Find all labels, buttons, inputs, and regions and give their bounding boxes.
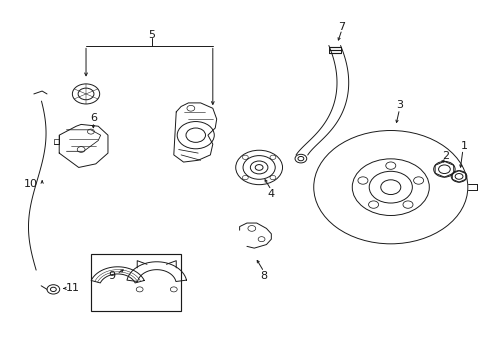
Text: 4: 4	[267, 189, 274, 199]
Text: 8: 8	[260, 271, 267, 281]
Text: 3: 3	[395, 100, 402, 111]
Text: 6: 6	[90, 113, 97, 123]
Text: 10: 10	[24, 179, 38, 189]
Text: 9: 9	[108, 271, 115, 281]
Text: 11: 11	[66, 283, 80, 293]
Bar	[91, 253, 181, 311]
Text: 5: 5	[148, 30, 155, 40]
Text: 7: 7	[338, 22, 345, 32]
Text: 2: 2	[441, 150, 448, 161]
Text: 1: 1	[460, 141, 467, 151]
